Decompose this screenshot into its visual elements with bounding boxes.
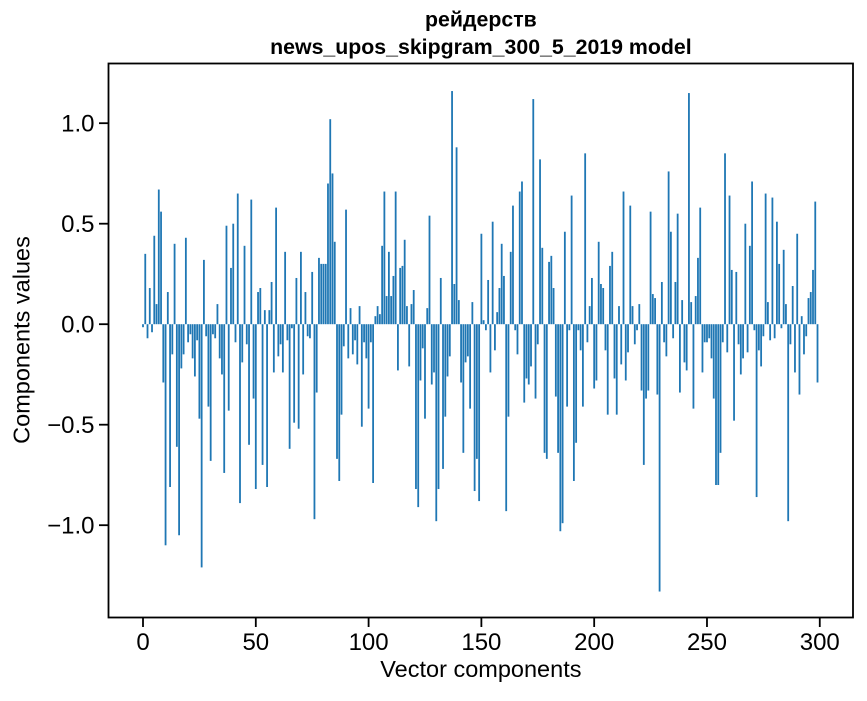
svg-text:0: 0: [136, 629, 149, 656]
svg-text:300: 300: [800, 629, 840, 656]
svg-text:−0.5: −0.5: [47, 412, 94, 439]
svg-text:50: 50: [242, 629, 269, 656]
svg-text:рейдерств: рейдерств: [425, 8, 537, 32]
svg-text:−1.0: −1.0: [47, 512, 94, 539]
svg-text:1.0: 1.0: [61, 110, 94, 137]
svg-text:250: 250: [687, 629, 727, 656]
svg-text:news_upos_skipgram_300_5_2019: news_upos_skipgram_300_5_2019 model: [270, 35, 691, 59]
svg-text:Components values: Components values: [9, 236, 35, 444]
svg-text:150: 150: [461, 629, 501, 656]
svg-text:0.5: 0.5: [61, 211, 94, 238]
svg-text:0.0: 0.0: [61, 311, 94, 338]
svg-text:100: 100: [349, 629, 389, 656]
svg-text:200: 200: [574, 629, 614, 656]
svg-text:Vector components: Vector components: [380, 656, 581, 682]
